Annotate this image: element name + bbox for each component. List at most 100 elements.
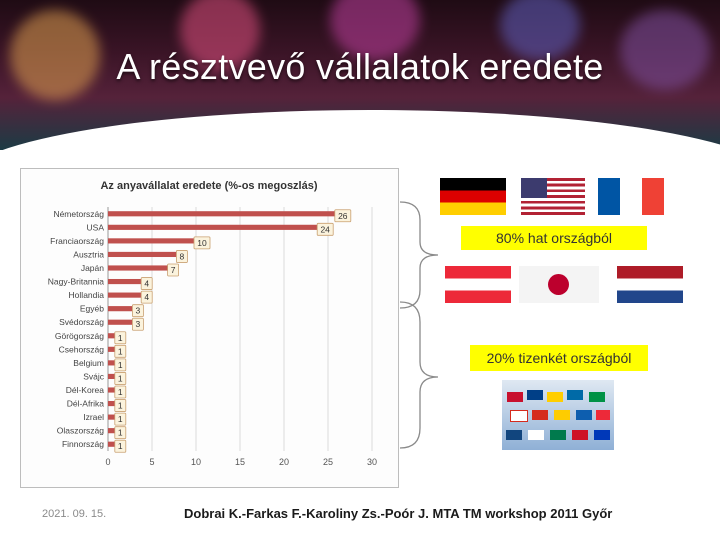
chart-title: Az anyavállalat eredete (%-os megoszlás) bbox=[100, 180, 317, 192]
category-label: Svédország bbox=[59, 317, 104, 327]
x-tick-label: 20 bbox=[279, 457, 289, 467]
collage-flag bbox=[532, 410, 548, 420]
category-label: Dél-Afrika bbox=[67, 399, 105, 409]
footer-credits: Dobrai K.-Farkas F.-Karoliny Zs.-Poór J.… bbox=[184, 506, 613, 521]
collage-flag bbox=[527, 390, 543, 400]
data-label-box bbox=[114, 372, 127, 385]
data-label-box bbox=[114, 344, 127, 358]
bar bbox=[108, 360, 117, 366]
category-label: Japán bbox=[81, 263, 104, 273]
collage-flag bbox=[554, 410, 570, 420]
bar bbox=[108, 265, 170, 271]
collage-flag bbox=[589, 392, 605, 402]
bar bbox=[108, 441, 117, 447]
germany-flag bbox=[440, 178, 506, 215]
collage-flag bbox=[594, 430, 610, 440]
category-label: Dél-Korea bbox=[66, 385, 105, 395]
category-label: Csehország bbox=[59, 344, 105, 354]
bar bbox=[108, 211, 337, 217]
chart-panel: Az anyavállalat eredete (%-os megoszlás)… bbox=[20, 168, 399, 488]
bar bbox=[108, 224, 320, 230]
flower-decoration bbox=[500, 0, 580, 60]
data-label: 26 bbox=[338, 211, 348, 221]
collage-flag bbox=[510, 410, 528, 422]
data-label: 1 bbox=[118, 428, 123, 438]
category-label: USA bbox=[87, 222, 105, 232]
data-label: 1 bbox=[118, 360, 123, 370]
grid-lines bbox=[107, 207, 373, 451]
category-label: Hollandia bbox=[69, 290, 105, 300]
data-label-box bbox=[140, 290, 153, 304]
data-label-box bbox=[114, 426, 127, 440]
collage-flag bbox=[506, 430, 522, 440]
category-label: Franciaország bbox=[50, 236, 104, 246]
data-label-box bbox=[132, 317, 144, 331]
x-tick-label: 15 bbox=[235, 457, 245, 467]
data-label-box bbox=[114, 385, 127, 399]
usa-flag-canton bbox=[521, 178, 547, 198]
brace-upper bbox=[399, 201, 439, 309]
austria-flag bbox=[445, 266, 511, 303]
collage-flag bbox=[567, 390, 583, 400]
data-label-box bbox=[167, 263, 180, 277]
bar bbox=[108, 428, 117, 434]
data-label: 10 bbox=[197, 238, 207, 248]
category-labels: Németország USA Franciaország Ausztria Japán… bbox=[48, 209, 105, 449]
netherlands-flag bbox=[617, 266, 683, 303]
bar bbox=[108, 387, 117, 393]
data-label-box bbox=[316, 222, 334, 236]
japan-flag-disc bbox=[548, 274, 569, 295]
bar bbox=[108, 414, 117, 420]
collage-flag bbox=[572, 430, 588, 440]
collage-flag bbox=[507, 392, 523, 402]
france-flag bbox=[598, 178, 664, 215]
bar bbox=[108, 278, 144, 285]
data-label-box bbox=[140, 277, 153, 290]
bar bbox=[108, 346, 117, 352]
category-label: Belgium bbox=[73, 358, 104, 368]
data-label-box bbox=[114, 331, 127, 345]
label-six-countries: 80% hat országból bbox=[461, 226, 647, 250]
bar bbox=[108, 400, 117, 407]
x-tick-label: 30 bbox=[367, 457, 377, 467]
usa-flag bbox=[521, 178, 585, 215]
category-label: Nagy-Britannia bbox=[48, 277, 104, 287]
flags-collage-image bbox=[502, 380, 614, 450]
collage-flag bbox=[576, 410, 592, 420]
data-label: 7 bbox=[171, 265, 176, 275]
japan-flag bbox=[519, 266, 599, 303]
collage-flag bbox=[550, 430, 566, 440]
bar bbox=[108, 373, 117, 380]
category-label: Izrael bbox=[83, 412, 104, 422]
bar bbox=[108, 306, 135, 312]
flower-decoration bbox=[10, 10, 100, 100]
flower-decoration bbox=[180, 0, 260, 70]
data-label-box bbox=[114, 358, 127, 372]
data-label: 1 bbox=[118, 401, 123, 411]
collage-flag bbox=[596, 410, 610, 420]
category-label: Görögország bbox=[55, 331, 104, 341]
category-label: Finnország bbox=[62, 439, 104, 449]
data-label: 1 bbox=[118, 373, 123, 383]
bar-chart: Az anyavállalat eredete (%-os megoszlás)… bbox=[48, 180, 377, 467]
data-label: 1 bbox=[118, 387, 123, 397]
brace-lower bbox=[399, 301, 439, 449]
category-label: Egyéb bbox=[80, 304, 104, 314]
data-label: 3 bbox=[136, 306, 141, 316]
collage-flag bbox=[547, 392, 563, 402]
x-axis-ticks: 0 5 10 15 20 25 30 bbox=[105, 457, 377, 467]
x-tick-label: 10 bbox=[191, 457, 201, 467]
data-label-box bbox=[114, 412, 127, 426]
collage-flag bbox=[528, 430, 544, 440]
data-label-box bbox=[132, 304, 144, 318]
slide-title: A résztvevő vállalatok eredete bbox=[116, 46, 604, 87]
data-label-box bbox=[175, 250, 188, 263]
bar bbox=[108, 251, 179, 258]
category-label: Németország bbox=[53, 209, 104, 219]
data-label-box bbox=[114, 439, 127, 453]
data-label-box bbox=[114, 399, 127, 412]
flower-decoration bbox=[620, 10, 710, 90]
x-tick-label: 5 bbox=[149, 457, 154, 467]
bar bbox=[108, 333, 117, 339]
